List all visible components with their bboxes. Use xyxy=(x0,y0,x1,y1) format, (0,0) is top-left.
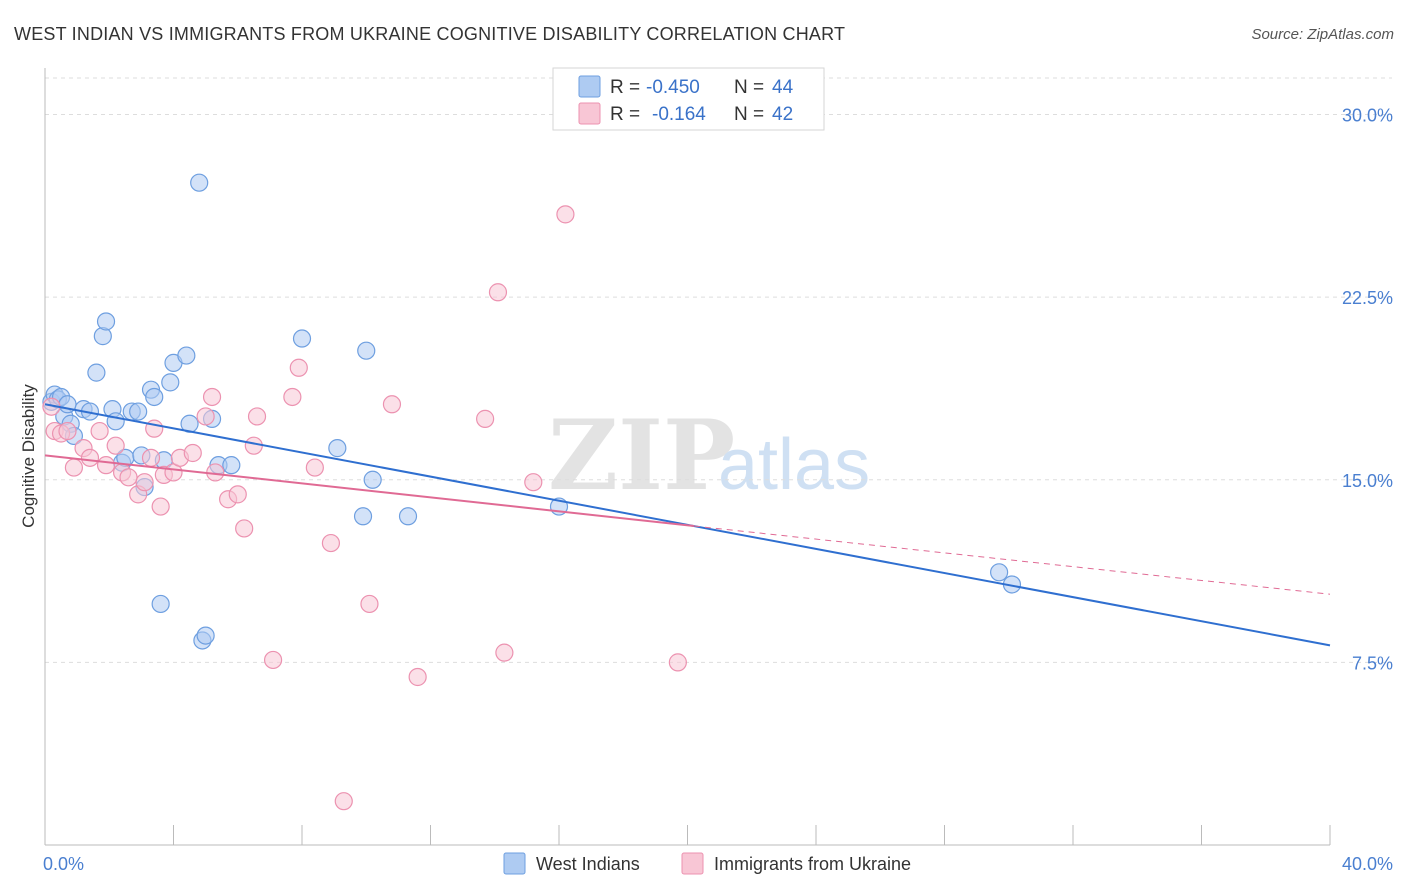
west-indians-point xyxy=(129,402,148,421)
west-indians-point xyxy=(145,387,164,407)
ukraine-point xyxy=(196,407,215,426)
ukraine-point xyxy=(235,519,254,538)
chart-title: WEST INDIAN VS IMMIGRANTS FROM UKRAINE C… xyxy=(14,24,845,44)
y-tick-label: 22.5% xyxy=(1342,288,1393,308)
west-indians-point xyxy=(398,507,418,526)
west-indians-point xyxy=(151,594,170,614)
west-indians-point xyxy=(357,341,376,360)
watermark-atlas: atlas xyxy=(718,425,870,505)
tick-label-layer: 7.5% 15.0% 22.5% 30.0% 0.0% 40.0% xyxy=(43,106,1393,874)
ukraine-point xyxy=(90,421,109,441)
west-indians-point xyxy=(328,439,347,458)
ukraine-point xyxy=(64,458,84,477)
grid-layer xyxy=(45,77,1392,663)
ukraine-point xyxy=(524,473,543,492)
y-axis-label: Cognitive Disability xyxy=(19,384,38,528)
legend-n-value-2: 42 xyxy=(772,104,793,125)
ukraine-point xyxy=(334,792,353,811)
ukraine-point xyxy=(668,653,687,672)
west-indians-point xyxy=(96,312,116,331)
ukraine-trendline-extension xyxy=(693,525,1331,595)
legend-n-label-1: N = xyxy=(734,77,764,98)
ukraine-trendline xyxy=(44,454,695,528)
west-indians-point xyxy=(190,173,209,192)
west-indians-point xyxy=(292,329,312,348)
ukraine-point xyxy=(305,458,324,477)
west-indians-point xyxy=(222,456,241,475)
series-legend-ukraine: Immigrants from Ukraine xyxy=(714,854,911,874)
ukraine-point xyxy=(382,395,402,414)
stats-legend: R = -0.450 N = 44 R = -0.164 N = 42 xyxy=(552,67,825,131)
series-legend-swatch-west-indians xyxy=(503,852,526,875)
west-indians-point xyxy=(196,626,215,645)
ukraine-point xyxy=(135,473,154,492)
ukraine-point xyxy=(283,387,302,407)
ukraine-point xyxy=(244,436,263,455)
west-indians-point xyxy=(106,412,125,431)
legend-r-label-2: R = xyxy=(610,104,640,125)
ukraine-point xyxy=(495,643,514,662)
ukraine-point xyxy=(289,358,308,377)
ukraine-point xyxy=(263,650,283,670)
trend-layer xyxy=(44,403,1331,647)
legend-swatch-west-indians xyxy=(578,75,601,98)
west-indians-point xyxy=(161,373,180,392)
y-tick-label: 7.5% xyxy=(1352,653,1393,673)
west-indians-point xyxy=(87,363,106,382)
legend-swatch-ukraine xyxy=(578,102,601,125)
ukraine-point xyxy=(106,436,125,455)
x-tick-label-end: 40.0% xyxy=(1342,854,1393,874)
legend-r-value-1: -0.450 xyxy=(646,77,700,98)
ukraine-point xyxy=(96,456,116,475)
legend-r-value-2: -0.164 xyxy=(652,104,706,125)
west-indians-point xyxy=(353,507,373,526)
ukraine-point xyxy=(228,485,247,504)
ukraine-point xyxy=(476,409,495,428)
ukraine-point xyxy=(202,387,222,407)
ukraine-point xyxy=(321,533,341,553)
legend-n-value-1: 44 xyxy=(772,77,794,98)
series-legend-swatch-ukraine xyxy=(681,852,704,875)
x-tick-label-start: 0.0% xyxy=(43,854,84,874)
ukraine-point xyxy=(119,468,138,487)
legend-n-label-2: N = xyxy=(734,104,764,125)
watermark-zip: ZIP xyxy=(548,399,735,512)
west-indians-point xyxy=(990,563,1009,582)
ukraine-point xyxy=(556,205,575,224)
west-indians-point xyxy=(177,346,196,365)
ukraine-point xyxy=(247,407,267,426)
series-legend: West Indians Immigrants from Ukraine xyxy=(503,852,911,875)
axis-layer xyxy=(44,68,1331,846)
y-tick-label: 15.0% xyxy=(1342,471,1393,491)
legend-r-label-1: R = xyxy=(610,77,640,98)
y-tick-label: 30.0% xyxy=(1342,106,1393,126)
ukraine-point xyxy=(151,497,170,516)
points-layer xyxy=(42,173,1022,811)
ukraine-point xyxy=(58,421,77,441)
ukraine-point xyxy=(80,448,100,467)
ukraine-point xyxy=(488,283,508,302)
chart-source: Source: ZipAtlas.com xyxy=(1251,26,1394,43)
ukraine-point xyxy=(183,443,202,463)
ukraine-point xyxy=(408,667,427,687)
ukraine-point xyxy=(360,594,379,614)
ukraine-point xyxy=(141,448,161,467)
west-indians-point xyxy=(363,470,382,489)
series-legend-west-indians: West Indians xyxy=(536,854,640,874)
